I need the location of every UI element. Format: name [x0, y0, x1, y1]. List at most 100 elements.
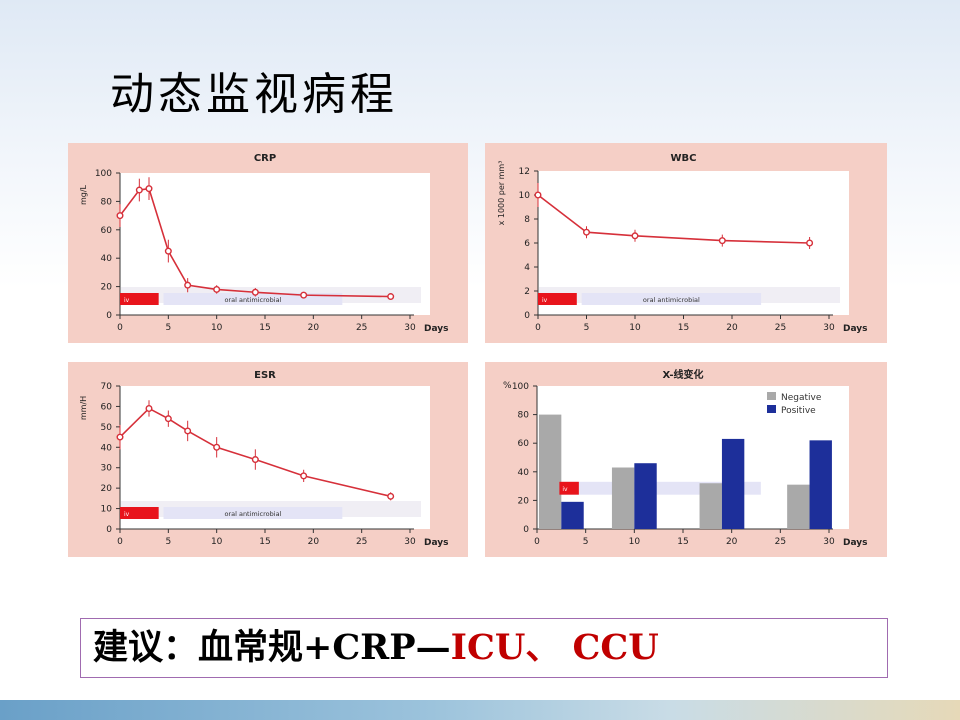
oral-therapy-box	[163, 293, 343, 305]
data-point	[116, 433, 124, 441]
x-tick-label: 10	[211, 323, 223, 333]
chart-title: ESR	[254, 370, 276, 381]
data-point	[582, 228, 590, 236]
x-tick-label: 0	[117, 323, 123, 333]
data-point	[387, 293, 395, 301]
y-tick-label: 100	[95, 169, 112, 179]
y-tick-label: 10	[101, 505, 113, 515]
x-tick-label: 0	[534, 537, 540, 547]
legend-swatch	[767, 392, 776, 400]
x-tick-label: 30	[823, 537, 835, 547]
x-tick-label: 20	[726, 537, 738, 547]
iv-therapy-box	[538, 293, 577, 305]
iv-therapy-box	[120, 293, 159, 305]
x-tick-label: 0	[535, 323, 541, 333]
chart-title: CRP	[254, 153, 276, 164]
legend-label: Negative	[781, 393, 822, 403]
iv-therapy-box	[559, 481, 579, 495]
bar-negative	[699, 483, 722, 529]
crp-chart: 0 20 40 60 80 100 0 5 10 15 20 25 30 Days mg/L CRP iv ora…	[79, 153, 449, 334]
x-tick-label: 25	[775, 323, 786, 333]
x-tick-label: 10	[629, 323, 641, 333]
y-tick-label: 50	[101, 423, 113, 433]
data-point	[184, 427, 192, 435]
data-point	[300, 291, 308, 299]
x-tick-label: 20	[308, 537, 320, 547]
bar-positive	[809, 440, 832, 529]
chart-title: X-线变化	[662, 368, 703, 381]
wbc-chart: 0 2 4 6 8 10 12 0 5 10 15 20 25 30 Days x 1000 per mm³ W…	[497, 153, 868, 334]
x-tick-label: 5	[583, 537, 589, 547]
x-tick-label: 10	[629, 537, 641, 547]
y-tick-label: 20	[101, 283, 113, 293]
y-tick-label: 80	[101, 197, 113, 207]
y-tick-label: 70	[101, 382, 113, 392]
data-point	[251, 288, 259, 296]
data-point	[718, 237, 726, 245]
x-tick-label: 30	[823, 323, 835, 333]
wbc-chart-panel: 0 2 4 6 8 10 12 0 5 10 15 20 25 30 Days x 1000 per mm³ W…	[485, 143, 887, 343]
x-tick-label: 15	[677, 537, 688, 547]
x-tick-label: 5	[584, 323, 590, 333]
y-tick-label: 40	[101, 254, 113, 264]
y-tick-label: 60	[101, 226, 113, 236]
x-tick-label: 20	[308, 323, 320, 333]
x-tick-label: 25	[775, 537, 786, 547]
legend-label: Positive	[781, 406, 816, 416]
oral-therapy-label: oral antimicrobial	[224, 510, 281, 518]
data-point	[145, 404, 153, 412]
y-tick-label: 2	[524, 287, 530, 297]
y-tick-label: 0	[106, 525, 112, 535]
x-tick-label: 10	[211, 537, 223, 547]
xray-chart: 0 20 40 60 80 100 0 5 10 15 20 25 30 Days% X-线变化 iv Nega…	[503, 368, 868, 548]
bar-positive	[721, 438, 745, 529]
footer-band	[0, 700, 960, 720]
x-tick-label: 25	[356, 323, 367, 333]
chart-title: WBC	[671, 153, 697, 164]
esr-chart: 0 10 20 30 40 50 60 70 0 5 10 15 20 25 30 Days mm/H ESR iv…	[79, 370, 449, 548]
slide-title: 动态监视病程	[110, 69, 398, 120]
y-tick-label: 0	[106, 311, 112, 321]
x-tick-label: 15	[678, 323, 689, 333]
data-point	[164, 415, 172, 423]
x-tick-label: 15	[259, 537, 270, 547]
oral-therapy-label: oral antimicrobial	[224, 296, 281, 304]
oral-therapy-box	[163, 507, 343, 519]
data-point	[164, 247, 172, 255]
xray-chart-panel: 0 20 40 60 80 100 0 5 10 15 20 25 30 Days% X-线变化 iv Nega…	[485, 362, 887, 557]
x-axis-label: Days	[843, 324, 868, 334]
iv-therapy-label: iv	[124, 511, 130, 518]
recommendation-highlight: ICU、 CCU	[450, 627, 659, 668]
iv-therapy-box	[120, 507, 159, 519]
y-axis-label: mm/H	[79, 396, 88, 420]
y-tick-label: 30	[101, 464, 113, 474]
x-tick-label: 5	[165, 537, 171, 547]
oral-therapy-label: oral antimicrobial	[643, 296, 700, 304]
y-axis-label: mg/L	[79, 184, 88, 205]
data-point	[534, 191, 542, 199]
y-tick-label: 10	[519, 191, 531, 201]
y-tick-label: 0	[523, 525, 529, 535]
y-tick-label: 4	[524, 263, 530, 273]
crp-chart-panel: 0 20 40 60 80 100 0 5 10 15 20 25 30 Days mg/L CRP iv ora…	[68, 143, 468, 343]
bar-positive	[561, 501, 584, 529]
data-point	[184, 281, 192, 289]
data-point	[300, 472, 308, 480]
x-tick-label: 5	[165, 323, 171, 333]
x-axis-label: Days	[843, 538, 868, 548]
y-tick-label: 100	[512, 382, 529, 392]
x-tick-label: 30	[404, 537, 416, 547]
recommendation-text: 建议：血常规+CRP—	[93, 627, 451, 668]
x-tick-label: 20	[726, 323, 738, 333]
bar-negative	[538, 414, 562, 529]
data-point	[631, 232, 639, 240]
y-tick-label: 60	[101, 402, 113, 412]
y-tick-label: 0	[524, 311, 530, 321]
y-tick-label: 80	[518, 411, 530, 421]
esr-chart-panel: 0 10 20 30 40 50 60 70 0 5 10 15 20 25 30 Days mm/H ESR iv…	[68, 362, 468, 557]
y-tick-label: 12	[519, 167, 530, 177]
y-tick-label: 40	[101, 443, 113, 453]
data-point	[387, 492, 395, 500]
x-axis-label: Days	[424, 538, 449, 548]
data-point	[806, 239, 814, 247]
